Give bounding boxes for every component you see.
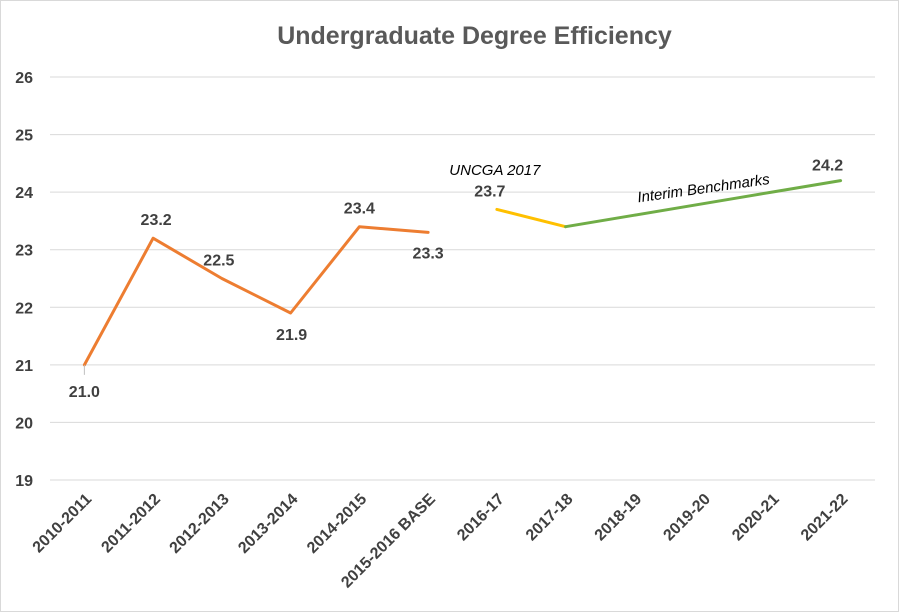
x-axis-ticks: 2010-2011 2011-2012 2012-2013 2013-2014 2014… (30, 491, 852, 592)
data-label: 23.7 (474, 183, 505, 200)
annotation-uncga-2017: UNCGA 2017 (449, 162, 541, 179)
series-line (564, 179, 843, 229)
y-tick-label: 21 (15, 358, 33, 375)
series-line (495, 207, 568, 229)
x-tick-label: 2018-19 (592, 491, 646, 545)
data-label: 22.5 (203, 253, 234, 270)
y-tick-label: 23 (15, 243, 33, 260)
x-tick-label: 2016-17 (454, 491, 508, 545)
annotation-interim-benchmarks: Interim Benchmarks (636, 171, 771, 206)
data-label: 24.2 (812, 158, 843, 175)
series-line (82, 225, 430, 367)
y-axis-ticks: 19 20 21 22 23 24 25 26 (15, 70, 33, 490)
y-tick-label: 19 (15, 473, 33, 490)
y-tick-label: 24 (15, 185, 33, 202)
x-tick-label: 2019-20 (660, 491, 714, 545)
x-tick-label: 2013-2014 (235, 491, 301, 557)
x-tick-label: 2010-2011 (30, 491, 96, 557)
data-label: 23.4 (344, 201, 375, 218)
y-tick-label: 20 (15, 415, 33, 432)
series-lines (82, 179, 843, 375)
y-tick-label: 25 (15, 128, 33, 145)
x-tick-label: 2020-21 (729, 491, 783, 545)
x-tick-label: 2012-2013 (167, 491, 233, 557)
x-tick-label: 2017-18 (523, 491, 577, 545)
chart-title: Undergraduate Degree Efficiency (277, 22, 672, 50)
x-tick-label: 2021-22 (798, 491, 852, 545)
x-tick-label: 2011-2012 (98, 491, 164, 557)
x-tick-label: 2014-2015 (304, 491, 370, 557)
data-label: 21.9 (276, 327, 307, 344)
y-tick-label: 26 (15, 70, 33, 87)
data-label: 23.3 (413, 245, 444, 262)
data-label: 21.0 (69, 384, 100, 401)
gridlines (50, 76, 875, 481)
y-tick-label: 22 (15, 300, 33, 317)
data-label: 23.2 (141, 212, 172, 229)
data-labels: 21.0 23.2 22.5 21.9 23.4 23.3 23.7 24.2 (69, 158, 843, 401)
